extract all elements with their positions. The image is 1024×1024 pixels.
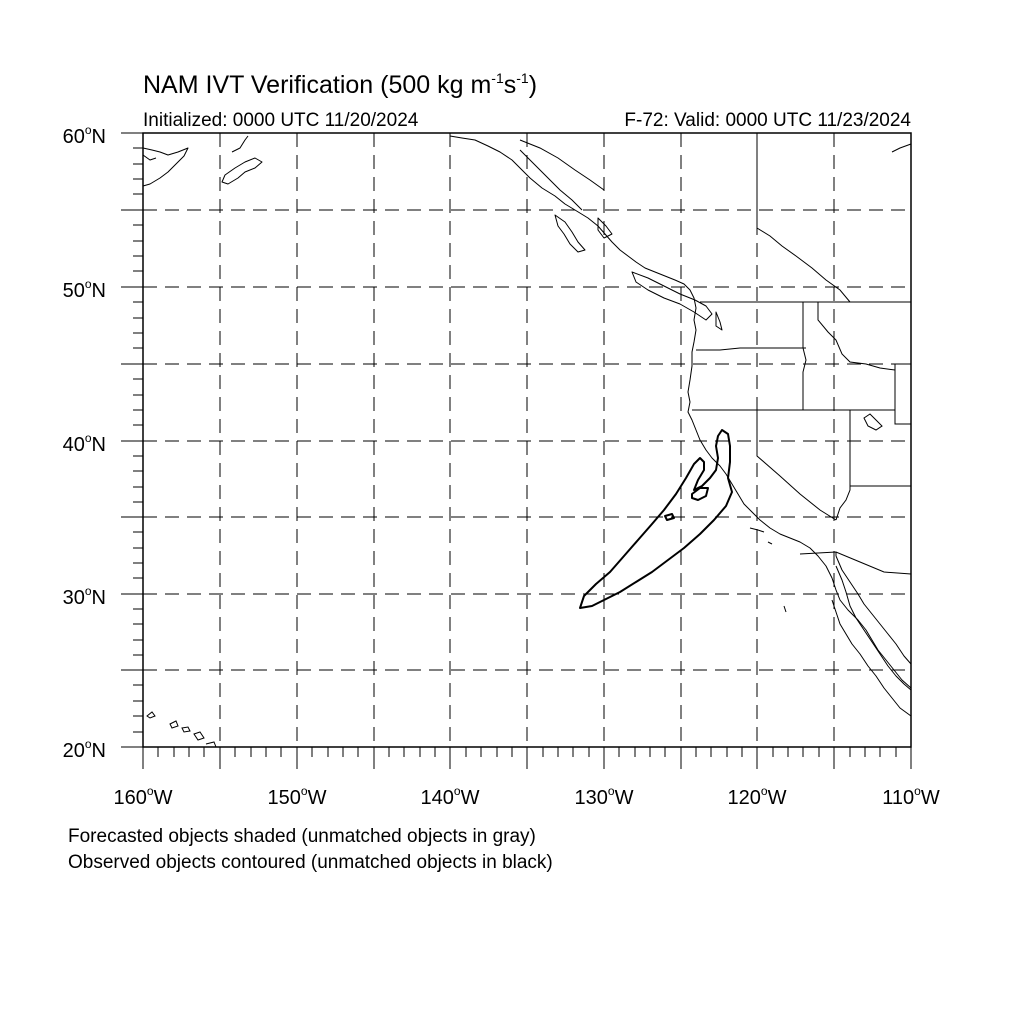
great-salt-lake xyxy=(863,413,883,431)
observed-object-main xyxy=(579,429,733,609)
lon-label-120: 120oW xyxy=(728,784,787,809)
lat-label-40: 40oN xyxy=(63,431,106,456)
footer-forecast-note: Forecasted objects shaded (unmatched obj… xyxy=(68,826,536,847)
longitude-labels: 160oW 150oW 140oW 130oW 120oW 110oW xyxy=(114,784,940,809)
latitude-labels: 60oN 50oN 40oN 30oN 20oN xyxy=(63,123,106,762)
observed-ivt-objects xyxy=(579,429,733,609)
political-borders xyxy=(519,133,912,575)
observed-object-inner xyxy=(691,487,709,501)
map-frame xyxy=(142,132,912,748)
lon-label-150: 150oW xyxy=(268,784,327,809)
coastlines xyxy=(142,135,912,717)
lat-label-20: 20oN xyxy=(63,737,106,762)
initialized-time: Initialized: 0000 UTC 11/20/2024 xyxy=(143,110,419,131)
lat-ticks xyxy=(121,132,143,748)
graticule xyxy=(143,133,911,747)
lon-label-110: 110oW xyxy=(882,784,940,809)
footer-observed-note: Observed objects contoured (unmatched ob… xyxy=(68,852,553,873)
valid-time: F-72: Valid: 0000 UTC 11/23/2024 xyxy=(624,110,911,131)
lon-ticks xyxy=(142,747,912,769)
lon-label-130: 130oW xyxy=(575,784,634,809)
lon-label-160: 160oW xyxy=(114,784,173,809)
lat-label-60: 60oN xyxy=(63,123,106,148)
lon-label-140: 140oW xyxy=(421,784,480,809)
lat-label-50: 50oN xyxy=(63,277,106,302)
lat-label-30: 30oN xyxy=(63,584,106,609)
hawaii-islands xyxy=(146,711,217,748)
observed-object-small xyxy=(664,513,675,521)
map-title: NAM IVT Verification (500 kg m-1s-1) xyxy=(143,70,538,99)
